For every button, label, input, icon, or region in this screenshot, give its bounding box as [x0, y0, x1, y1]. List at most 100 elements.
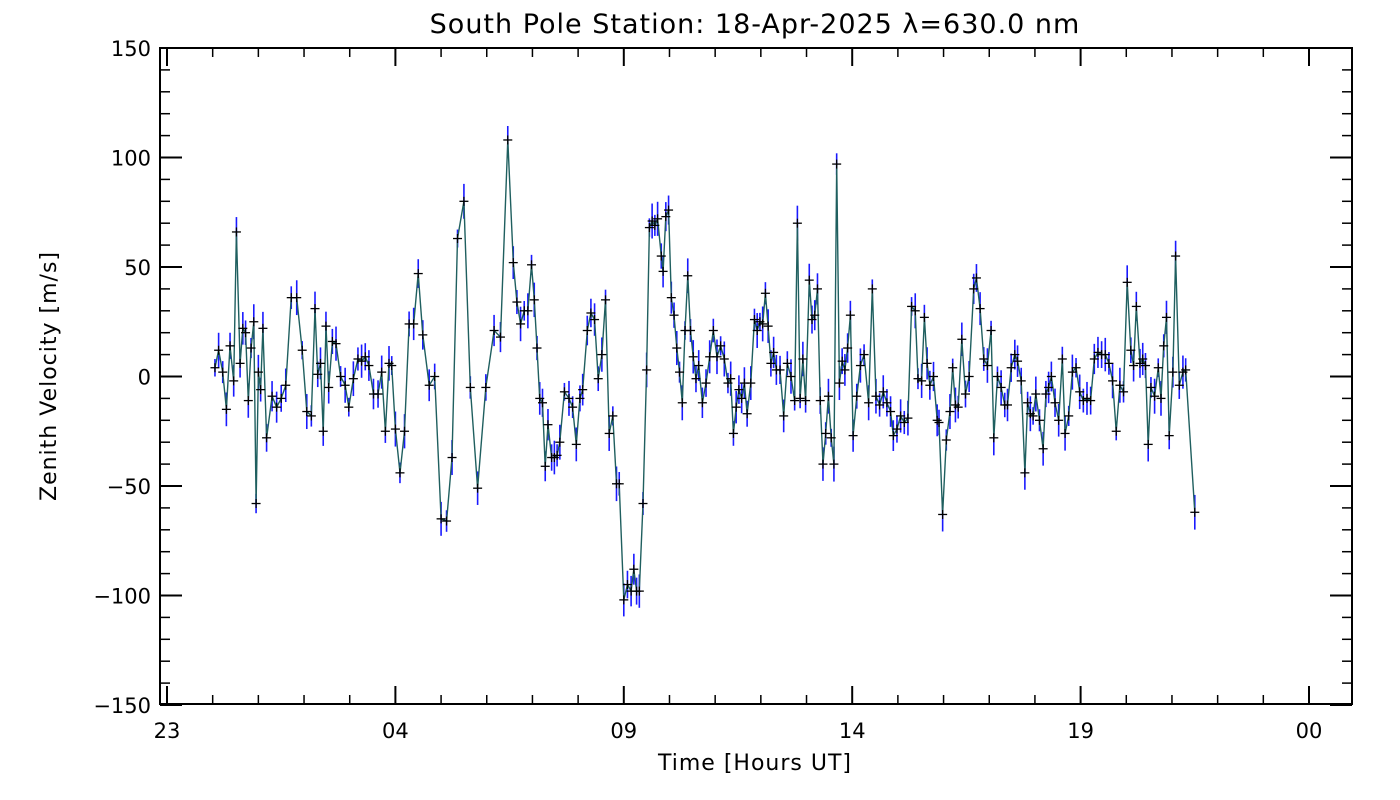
data-point	[749, 315, 759, 325]
data-point	[251, 499, 261, 509]
data-point	[357, 356, 367, 366]
data-point	[859, 350, 869, 360]
data-point	[1020, 468, 1030, 478]
data-point	[656, 251, 666, 261]
data-point	[1075, 387, 1085, 397]
data-point	[246, 343, 256, 353]
data-point	[826, 433, 836, 443]
data-point	[929, 372, 939, 381]
data-point	[1041, 389, 1051, 399]
y-tick-label: 100	[111, 147, 151, 171]
data-point	[1156, 393, 1166, 403]
x-tick-label: 00	[1296, 719, 1323, 743]
data-point	[701, 378, 711, 388]
data-point	[453, 234, 463, 244]
data-point	[1126, 345, 1136, 355]
data-point	[903, 413, 913, 423]
data-point	[503, 135, 513, 145]
y-tick-label: −50	[107, 475, 151, 499]
data-point	[969, 284, 979, 294]
data-point	[324, 382, 334, 392]
data-point	[413, 269, 423, 279]
data-point	[552, 450, 562, 460]
data-point	[593, 374, 603, 384]
data-point	[848, 431, 858, 441]
data-point	[241, 328, 251, 338]
data-point	[769, 347, 779, 357]
data-point	[306, 411, 316, 421]
data-point	[719, 354, 729, 364]
data-point	[728, 428, 738, 438]
data-point	[917, 376, 927, 386]
data-point	[989, 433, 999, 443]
data-point	[442, 516, 452, 526]
data-point-markers	[210, 135, 1200, 605]
data-point	[932, 415, 942, 425]
data-point	[964, 372, 974, 381]
data-point	[1016, 376, 1026, 386]
data-point	[523, 306, 533, 316]
data-point	[543, 420, 553, 430]
data-point	[258, 323, 268, 333]
data-point	[691, 374, 701, 384]
data-point	[786, 372, 796, 381]
data-point	[1122, 277, 1132, 287]
data-point	[941, 435, 951, 445]
data-point	[614, 479, 624, 489]
data-point	[364, 361, 374, 371]
data-point	[855, 361, 865, 371]
data-point	[344, 402, 354, 412]
data-point	[276, 393, 286, 403]
data-point	[638, 499, 648, 509]
data-point	[1150, 391, 1160, 401]
data-point	[1086, 396, 1096, 406]
data-point	[527, 260, 537, 270]
data-point	[436, 514, 446, 524]
data-point	[1119, 387, 1129, 397]
data-point	[650, 220, 660, 230]
data-point	[590, 315, 600, 325]
data-point	[971, 273, 981, 283]
data-point	[629, 564, 639, 574]
data-point	[812, 284, 822, 294]
data-point	[734, 385, 744, 395]
data-point	[975, 304, 985, 314]
data-point	[634, 586, 644, 596]
data-point	[555, 437, 565, 447]
data-point	[340, 380, 350, 390]
data-point	[540, 461, 550, 471]
data-point	[465, 382, 475, 392]
x-tick-label: 14	[839, 719, 866, 743]
data-point	[672, 343, 682, 353]
data-point	[353, 354, 363, 364]
data-point	[1104, 358, 1114, 368]
data-point	[262, 433, 272, 443]
data-point	[1190, 507, 1200, 517]
data-point	[568, 402, 578, 412]
data-point	[1131, 301, 1141, 311]
data-point	[644, 223, 654, 233]
data-point	[292, 293, 302, 303]
data-point	[1153, 363, 1163, 373]
data-point	[1115, 380, 1125, 390]
data-point	[737, 393, 747, 403]
data-point	[1067, 367, 1077, 377]
y-tick-label: −100	[93, 585, 151, 609]
data-point	[377, 367, 387, 377]
y-tick-label: 50	[124, 256, 151, 280]
data-point	[272, 402, 282, 412]
data-point	[297, 345, 307, 355]
x-tick-label: 09	[610, 719, 637, 743]
data-point	[253, 367, 263, 377]
data-point	[373, 389, 383, 399]
data-point	[913, 374, 923, 384]
data-point	[1031, 389, 1041, 399]
data-point	[1013, 356, 1023, 366]
data-point	[508, 258, 518, 268]
data-point	[1003, 400, 1013, 410]
data-point	[840, 365, 850, 375]
data-point	[792, 218, 802, 228]
data-point	[875, 400, 885, 410]
data-point	[934, 417, 944, 427]
